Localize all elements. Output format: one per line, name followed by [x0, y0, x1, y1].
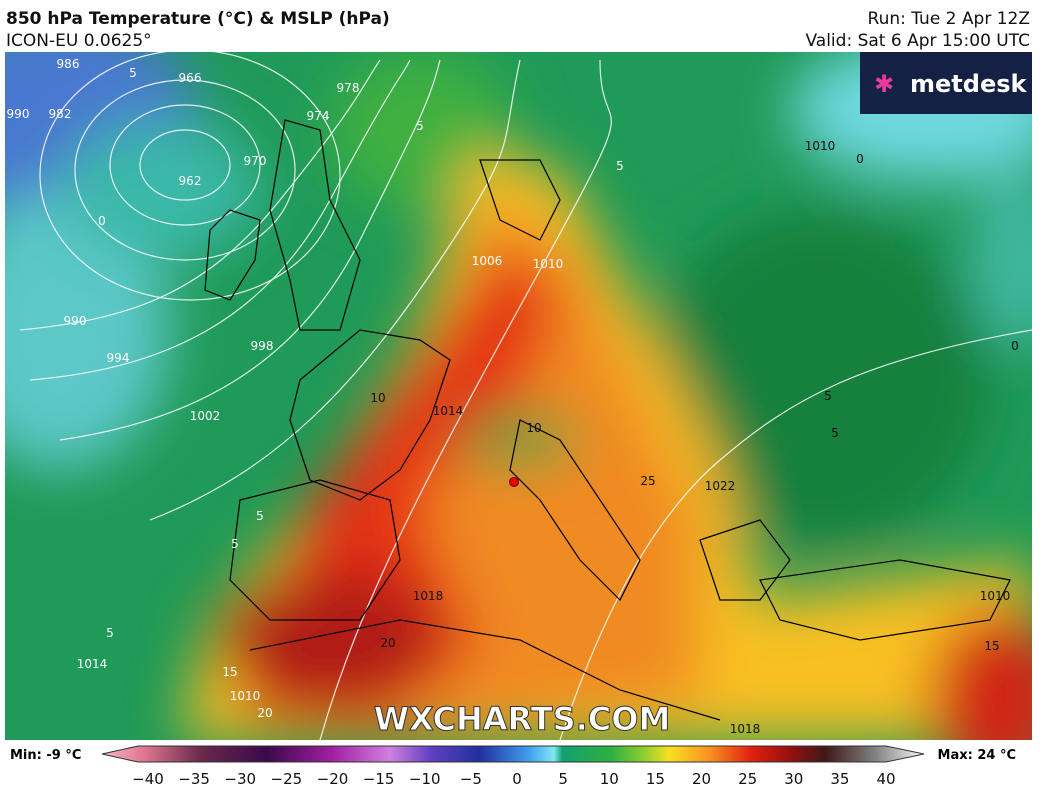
watermark: WXCHARTS.COM	[374, 700, 671, 738]
contour-label: 998	[251, 339, 274, 353]
colorbar-tick: 30	[784, 770, 803, 788]
contour-label: 978	[337, 81, 360, 95]
contour-label: 5	[129, 66, 137, 80]
colorbar-tick: −30	[224, 770, 256, 788]
contour-label: 5	[231, 537, 239, 551]
contour-label: 5	[106, 626, 114, 640]
contour-label: 10	[370, 391, 385, 405]
marker	[509, 477, 519, 487]
contour-label: 5	[256, 509, 264, 523]
colorbar-tick: 15	[646, 770, 665, 788]
colorbar-tick: 40	[876, 770, 895, 788]
contour-label: 1010	[980, 589, 1011, 603]
colorbar-tick: −15	[363, 770, 395, 788]
contour-label: 974	[307, 109, 330, 123]
contour-label: 970	[244, 154, 267, 168]
contour-label: 990	[64, 314, 87, 328]
model: ICON-EU 0.0625°	[6, 31, 152, 51]
svg-text:✱: ✱	[874, 70, 894, 98]
colorbar-tick: −10	[409, 770, 441, 788]
contour-label: 25	[640, 474, 655, 488]
contour-label: 1022	[705, 479, 736, 493]
contour-label: 1018	[413, 589, 444, 603]
contour-label: 10	[526, 421, 541, 435]
contour-label: 994	[107, 351, 130, 365]
contour-label: 1010	[533, 257, 564, 271]
contour-label: 962	[179, 174, 202, 188]
logo-box	[860, 52, 1032, 114]
contour-label: 15	[984, 639, 999, 653]
run: Run: Tue 2 Apr 12Z	[868, 9, 1030, 29]
contour-label: 1002	[190, 409, 221, 423]
contour-label: 5	[616, 159, 624, 173]
colorbar-tick: 5	[558, 770, 568, 788]
min-label: Min: -9 °C	[10, 748, 81, 763]
map: 986 982 990 966 962 970 974 978 0 990 994 998 1002 10…	[5, 52, 1032, 740]
title: 850 hPa Temperature (°C) & MSLP (hPa)	[6, 9, 390, 29]
colorbar	[101, 745, 925, 763]
contour-label: 982	[49, 107, 72, 121]
contour-label: 20	[380, 636, 395, 650]
contour-label: 0	[98, 214, 106, 228]
contour-label: 1014	[77, 657, 108, 671]
colorbar-tick: −40	[132, 770, 164, 788]
valid: Valid: Sat 6 Apr 15:00 UTC	[805, 31, 1030, 51]
colorbar-tick: −5	[460, 770, 482, 788]
contour-label: 1010	[805, 139, 836, 153]
colorbar-tick: −20	[317, 770, 349, 788]
colorbar-tick: 0	[512, 770, 522, 788]
contour-label: 1006	[472, 254, 503, 268]
contour-label: 1014	[433, 404, 464, 418]
contour-label: 20	[257, 706, 272, 720]
max-label: Max: 24 °C	[938, 748, 1016, 763]
contour-label: 5	[831, 426, 839, 440]
contour-label: 0	[856, 152, 864, 166]
contour-label: 5	[416, 119, 424, 133]
contour-label: 966	[179, 71, 202, 85]
contour-label: 1018	[730, 722, 761, 736]
contour-label: 990	[7, 107, 30, 121]
contour-label: 5	[824, 389, 832, 403]
colorbar-tick: −25	[271, 770, 303, 788]
colorbar-tick: −35	[178, 770, 210, 788]
colorbar-tick: 10	[600, 770, 619, 788]
contour-label: 986	[57, 57, 80, 71]
colorbar-tick: 35	[830, 770, 849, 788]
contour-label: 0	[1011, 339, 1019, 353]
colorbar-tick: 20	[692, 770, 711, 788]
colorbar-tick: 25	[738, 770, 757, 788]
contour-label: 1010	[230, 689, 261, 703]
contour-label: 15	[222, 665, 237, 679]
logo: metdesk	[910, 70, 1028, 98]
